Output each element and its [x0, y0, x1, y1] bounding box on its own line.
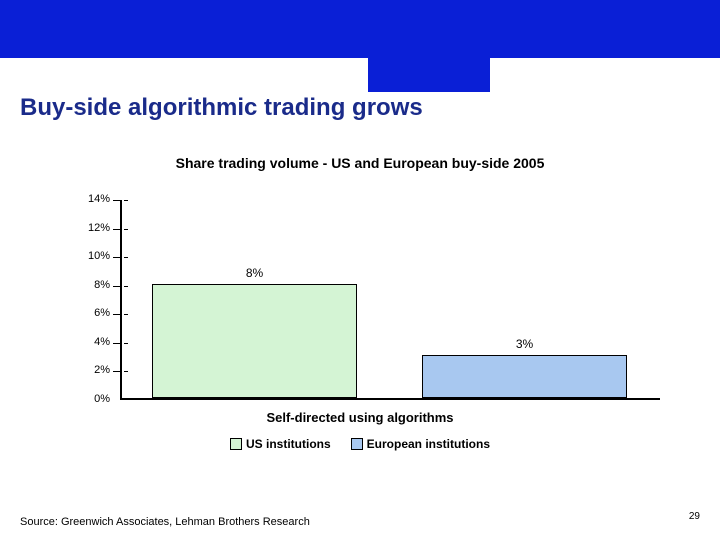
- y-tick-dash: [124, 200, 128, 201]
- y-tick-label: 14%: [60, 193, 110, 205]
- y-tick-mark: [113, 200, 120, 201]
- y-tick-dash: [124, 371, 128, 372]
- chart-bar: [422, 355, 627, 398]
- y-tick-label: 8%: [60, 279, 110, 291]
- legend-label: US institutions: [246, 437, 331, 451]
- bar-value-label: 8%: [215, 266, 295, 280]
- legend-item: European institutions: [351, 435, 490, 453]
- y-tick-label: 12%: [60, 222, 110, 234]
- header-banner-right: [490, 0, 720, 58]
- slide-title: Buy-side algorithmic trading grows: [20, 94, 423, 122]
- y-tick-mark: [113, 229, 120, 230]
- source-citation: Source: Greenwich Associates, Lehman Bro…: [20, 516, 310, 528]
- y-tick-dash: [124, 286, 128, 287]
- header-banner-left: [0, 0, 368, 58]
- y-tick-mark: [113, 343, 120, 344]
- y-tick-dash: [124, 343, 128, 344]
- y-tick-label: 0%: [60, 393, 110, 405]
- legend-label: European institutions: [367, 437, 490, 451]
- y-tick-dash: [124, 314, 128, 315]
- header-banner-tab: [368, 0, 490, 92]
- y-tick-dash: [124, 229, 128, 230]
- y-tick-mark: [113, 286, 120, 287]
- bar-value-label: 3%: [485, 337, 565, 351]
- y-tick-label: 2%: [60, 364, 110, 376]
- legend-swatch: [230, 438, 242, 450]
- page-number: 29: [689, 511, 700, 522]
- y-tick-mark: [113, 371, 120, 372]
- x-axis-category-label: Self-directed using algorithms: [60, 410, 660, 425]
- legend-swatch: [351, 438, 363, 450]
- chart-bar: [152, 284, 357, 398]
- legend-item: US institutions: [230, 435, 331, 453]
- chart-title: Share trading volume - US and European b…: [0, 155, 720, 171]
- chart-legend: US institutions European institutions: [60, 435, 660, 453]
- y-tick-mark: [113, 257, 120, 258]
- slide-root: Buy-side algorithmic trading grows Share…: [0, 0, 720, 540]
- y-tick-dash: [124, 257, 128, 258]
- chart-plot: 8% 3%: [120, 200, 660, 400]
- chart-area: 8%3% Self-directed using algorithms US i…: [60, 200, 660, 430]
- y-tick-label: 6%: [60, 307, 110, 319]
- y-tick-label: 4%: [60, 336, 110, 348]
- y-tick-label: 10%: [60, 250, 110, 262]
- y-tick-mark: [113, 314, 120, 315]
